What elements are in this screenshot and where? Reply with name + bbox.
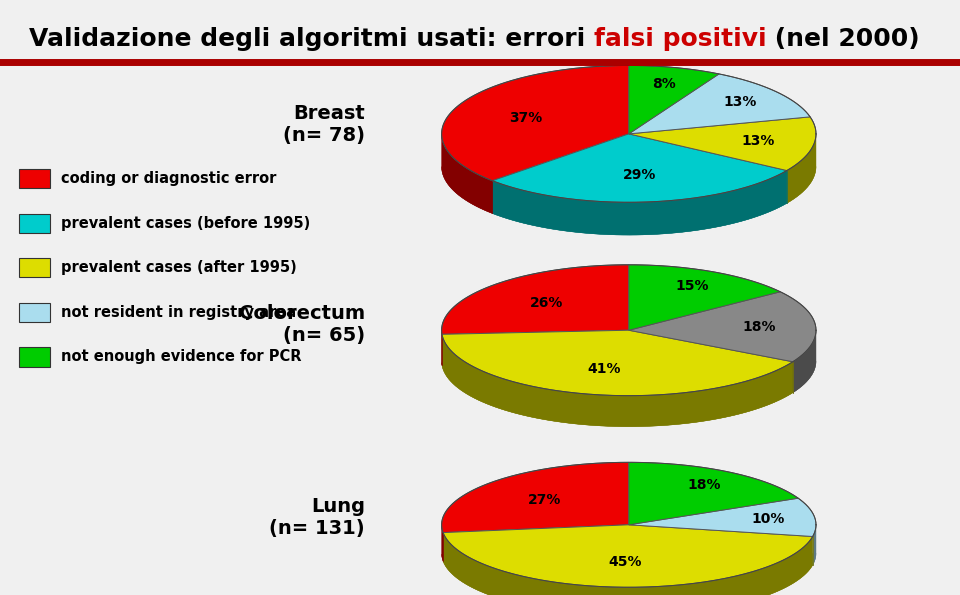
Text: 27%: 27% xyxy=(528,493,562,507)
Polygon shape xyxy=(444,525,813,587)
Polygon shape xyxy=(442,361,629,365)
Text: 15%: 15% xyxy=(676,280,709,293)
Polygon shape xyxy=(442,330,793,396)
Text: Breast
(n= 78): Breast (n= 78) xyxy=(283,105,365,145)
Polygon shape xyxy=(442,462,629,533)
Polygon shape xyxy=(492,134,787,202)
Text: falsi positivi: falsi positivi xyxy=(594,27,766,51)
Text: 26%: 26% xyxy=(530,296,564,311)
FancyBboxPatch shape xyxy=(19,347,50,367)
FancyBboxPatch shape xyxy=(19,258,50,277)
Polygon shape xyxy=(492,171,787,235)
Text: 41%: 41% xyxy=(588,362,621,375)
FancyBboxPatch shape xyxy=(19,303,50,322)
Polygon shape xyxy=(492,167,787,235)
FancyBboxPatch shape xyxy=(19,169,50,188)
Polygon shape xyxy=(442,553,629,561)
Polygon shape xyxy=(787,134,816,203)
Polygon shape xyxy=(793,330,816,393)
Text: 10%: 10% xyxy=(752,512,784,526)
Polygon shape xyxy=(442,361,793,427)
Polygon shape xyxy=(629,74,810,134)
Text: prevalent cases (before 1995): prevalent cases (before 1995) xyxy=(61,215,311,231)
Text: prevalent cases (after 1995): prevalent cases (after 1995) xyxy=(61,260,298,275)
Polygon shape xyxy=(629,462,798,525)
Text: 13%: 13% xyxy=(723,95,756,109)
FancyBboxPatch shape xyxy=(19,214,50,233)
Polygon shape xyxy=(442,134,492,214)
Text: 45%: 45% xyxy=(609,555,642,569)
Polygon shape xyxy=(442,334,793,427)
Text: Validazione degli algoritmi usati: errori: Validazione degli algoritmi usati: error… xyxy=(29,27,594,51)
Text: 37%: 37% xyxy=(509,111,542,124)
Polygon shape xyxy=(442,526,444,561)
Polygon shape xyxy=(444,533,813,595)
Polygon shape xyxy=(444,553,813,595)
Text: coding or diagnostic error: coding or diagnostic error xyxy=(61,171,276,186)
Text: (nel 2000): (nel 2000) xyxy=(766,27,920,51)
Text: 18%: 18% xyxy=(687,478,721,492)
Text: not resident in registry area: not resident in registry area xyxy=(61,305,297,320)
Polygon shape xyxy=(442,65,629,181)
Polygon shape xyxy=(813,525,816,565)
Text: not enough evidence for PCR: not enough evidence for PCR xyxy=(61,349,302,365)
Text: 29%: 29% xyxy=(623,168,656,181)
Polygon shape xyxy=(629,265,780,330)
Text: Lung
(n= 131): Lung (n= 131) xyxy=(269,497,365,538)
Text: 8%: 8% xyxy=(652,77,676,91)
Polygon shape xyxy=(442,265,629,334)
Polygon shape xyxy=(629,292,816,362)
Polygon shape xyxy=(629,498,816,537)
Text: Colorectum
(n= 65): Colorectum (n= 65) xyxy=(239,304,365,345)
Polygon shape xyxy=(629,167,816,203)
Text: 18%: 18% xyxy=(743,320,777,334)
Polygon shape xyxy=(442,167,629,214)
Polygon shape xyxy=(629,553,816,565)
Polygon shape xyxy=(629,117,816,171)
Polygon shape xyxy=(629,65,719,134)
Text: 13%: 13% xyxy=(741,134,775,148)
Polygon shape xyxy=(629,361,816,393)
